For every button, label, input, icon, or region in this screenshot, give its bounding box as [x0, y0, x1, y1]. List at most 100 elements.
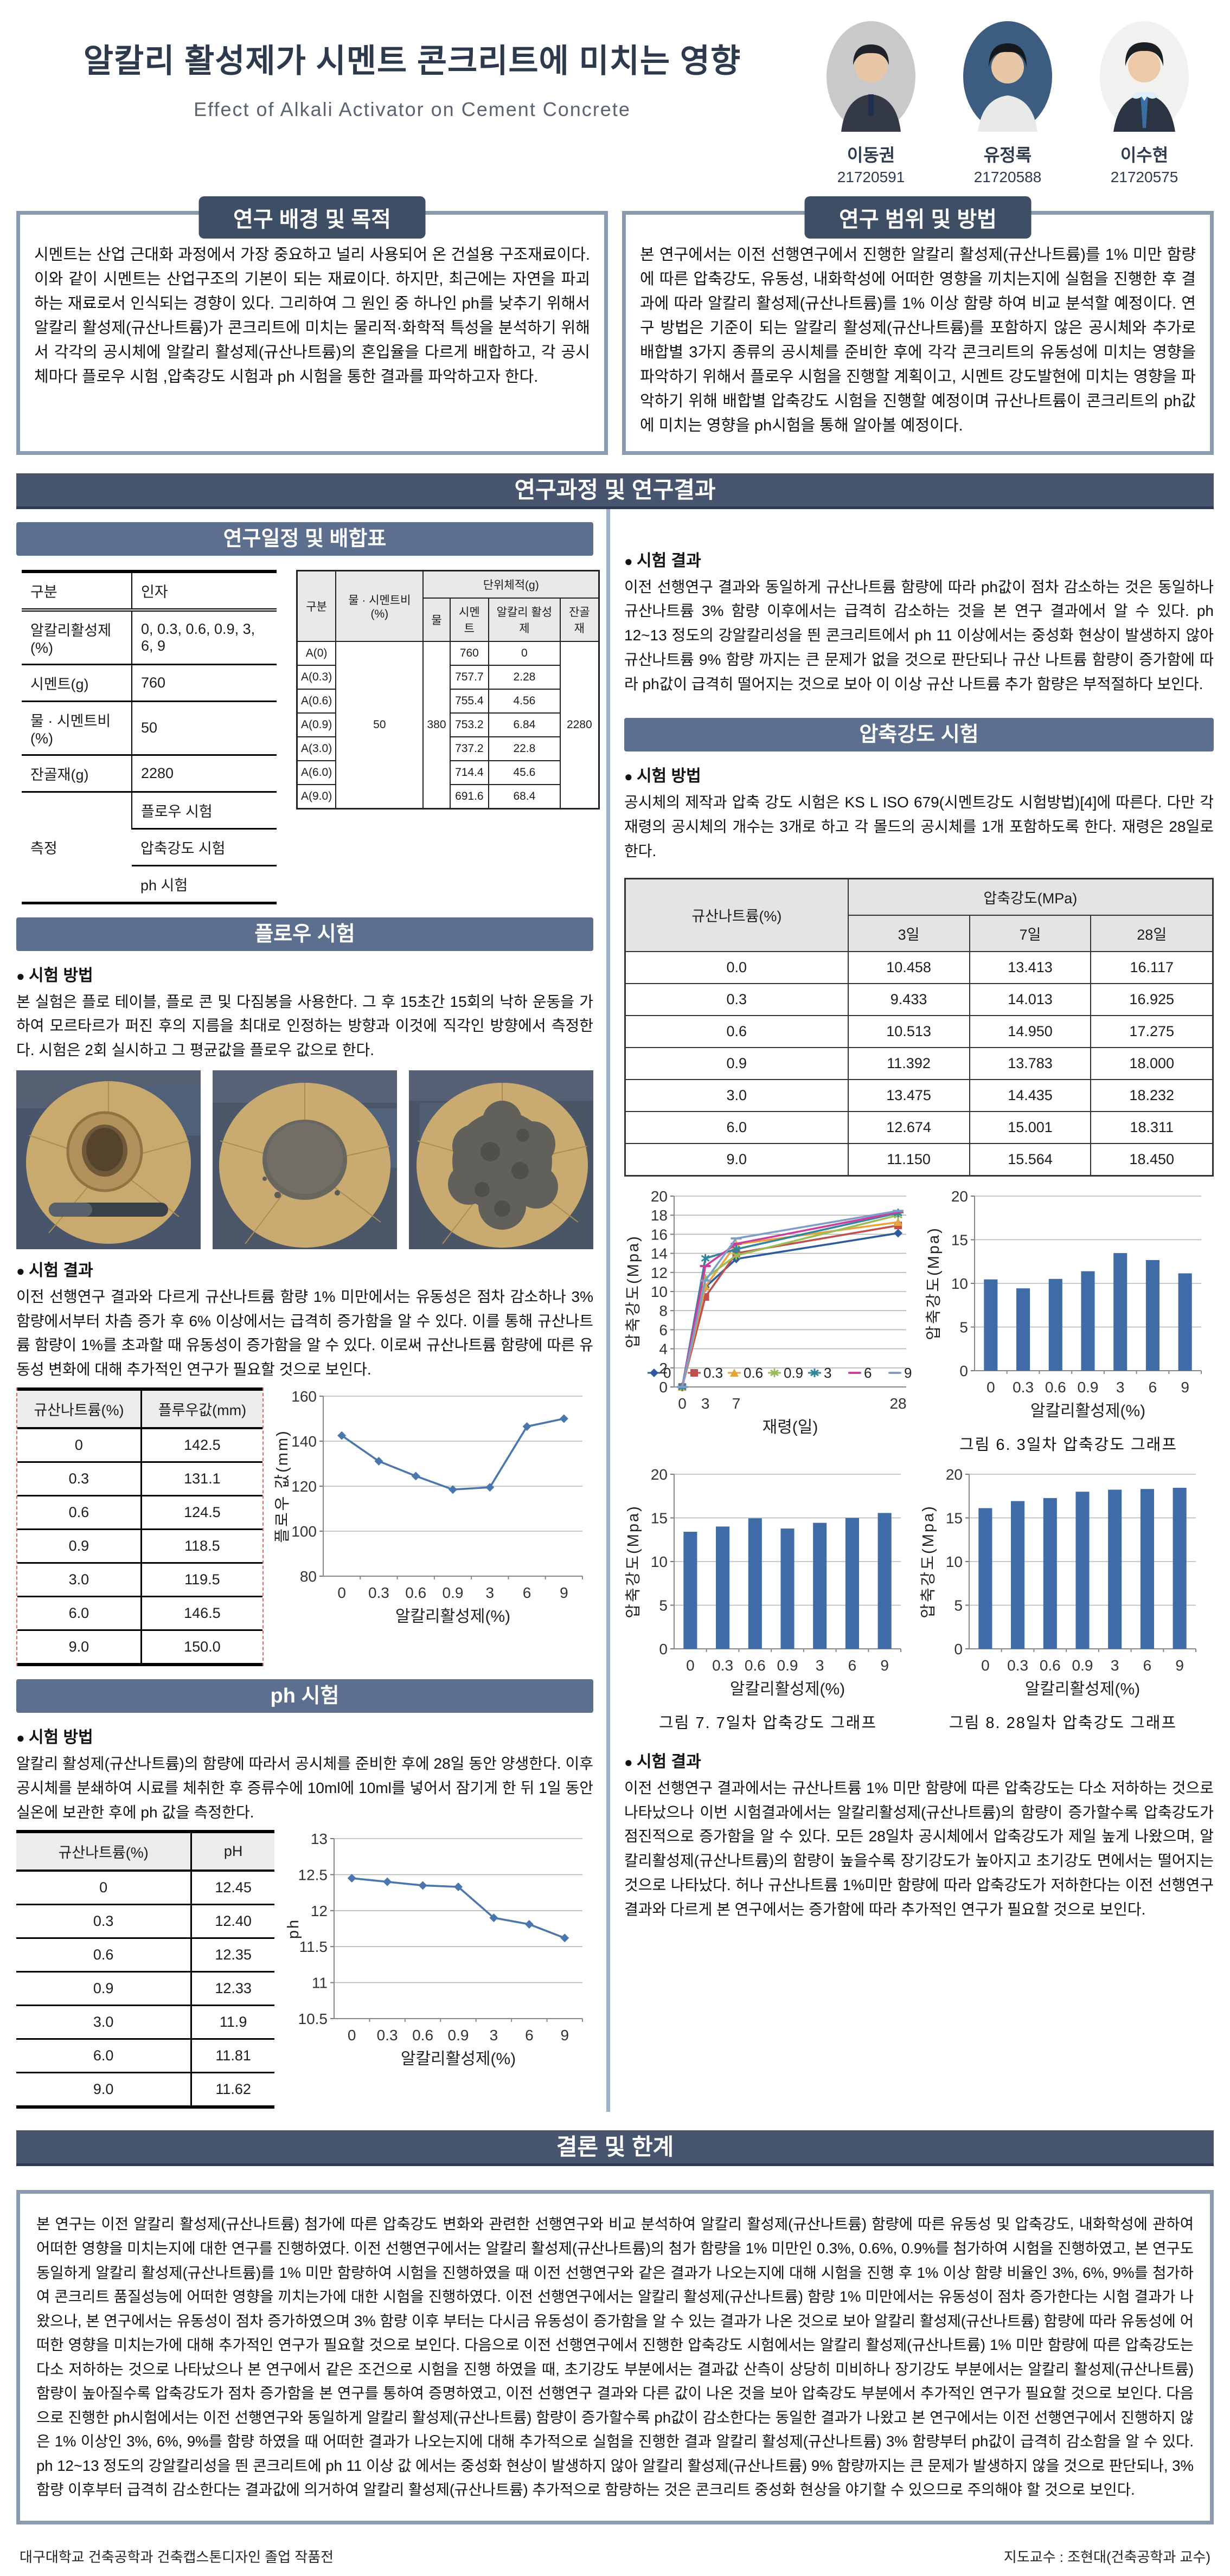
table-cell: 14.435: [969, 1078, 1092, 1112]
table-cell: 118.5: [140, 1529, 262, 1564]
table-cell: 3.0: [624, 1078, 849, 1112]
author-photo-1: [827, 21, 915, 132]
svg-text:0.9: 0.9: [448, 2027, 469, 2044]
svg-text:10: 10: [651, 1283, 668, 1300]
table-cell: 28일: [1090, 914, 1214, 952]
left-column: 연구일정 및 배합표 구분 인자 알칼리활성제(%) 0, 0.3, 0.6, 0.9…: [16, 509, 606, 2112]
svg-text:9: 9: [1175, 1657, 1184, 1674]
svg-text:ph: ph: [285, 1918, 302, 1939]
table-cell: 압축강도 시험: [131, 828, 277, 866]
ph-result-text: 이전 선행연구 결과와 동일하게 규산나트륨 함량에 따라 ph값이 점차 감소…: [624, 578, 1214, 692]
table-cell: 12.674: [847, 1110, 970, 1144]
svg-text:0.9: 0.9: [784, 1365, 803, 1381]
table-cell: 물 · 시멘트비(%): [22, 701, 132, 756]
table-cell: 15.001: [969, 1110, 1092, 1144]
compressive-result-text: 이전 선행연구 결과에서는 규산나트륨 1% 미만 함량에 따른 압축강도는 다…: [624, 1779, 1214, 1918]
poster-footer: 대구대학교 건축공학과 건축캡스톤디자인 졸업 작품전 지도교수 : 조현대(건…: [20, 2546, 1210, 2566]
factors-table: 구분 인자 알칼리활성제(%) 0, 0.3, 0.6, 0.9, 3, 6, 9 시멘…: [22, 569, 277, 904]
svg-text:압축강도(Mpa): 압축강도(Mpa): [625, 1235, 642, 1348]
table-cell: 691.6: [449, 783, 490, 809]
svg-text:20: 20: [946, 1466, 963, 1483]
svg-text:6: 6: [848, 1657, 857, 1674]
table-cell: 0.0: [624, 950, 849, 984]
table-cell: 9.433: [847, 982, 970, 1016]
table-cell: 714.4: [449, 760, 490, 785]
svg-text:120: 120: [291, 1478, 317, 1495]
table-cell: 753.2: [449, 712, 490, 737]
fig7-caption: 그림 7. 7일차 압축강도 그래프: [658, 1714, 877, 1732]
table-cell: A(9.0): [296, 783, 337, 809]
table-cell: 0.9: [16, 1971, 191, 2007]
svg-text:0: 0: [678, 1395, 687, 1412]
svg-text:0.9: 0.9: [443, 1584, 464, 1601]
svg-text:0.6: 0.6: [744, 1365, 763, 1381]
strength-charts: 0 2 4 6 8 10 12 14 16 18 20 0 3 7 28 0 0.3 0.6 0.9 3 6 9 압축강도(…: [624, 1187, 1214, 1740]
flow-photos: [16, 1070, 593, 1249]
flow-test-photo-3: [409, 1070, 593, 1249]
svg-text:재령(일): 재령(일): [763, 1418, 818, 1436]
svg-text:3: 3: [1116, 1379, 1125, 1396]
fig6-caption: 그림 6. 3일차 압축강도 그래프: [959, 1436, 1178, 1454]
table-cell: 737.2: [449, 736, 490, 761]
fig8-cell: 0 5 10 15 20 0 0.3 0.6 0.9 3 6 9 압축강도(Mpa) 알칼리활성제(%) …: [919, 1466, 1207, 1740]
flow-line-chart: 80 100 120 140 160 0 0.3 0.6 0.9 3 6 9 플로우 값(mm) 알칼리활…: [273, 1387, 593, 1634]
svg-text:0: 0: [981, 1657, 990, 1674]
fig7-cell: 0 5 10 15 20 0 0.3 0.6 0.9 3 6 9 압축강도(Mpa) 알칼리활성제(%) …: [624, 1466, 912, 1740]
table-cell: 18.000: [1090, 1046, 1214, 1080]
svg-text:10.5: 10.5: [298, 2010, 328, 2027]
table-cell: A(3.0): [296, 736, 337, 761]
bar-28day-chart: 0 5 10 15 20 0 0.3 0.6 0.9 3 6 9 압축강도(Mpa) 알칼리활성제(%): [919, 1466, 1207, 1707]
svg-text:140: 140: [291, 1433, 317, 1450]
svg-text:6: 6: [523, 1584, 531, 1601]
svg-text:8: 8: [659, 1302, 668, 1319]
table-cell: A(0.6): [296, 688, 337, 714]
table-cell: 4.56: [488, 688, 561, 714]
svg-text:2: 2: [659, 1360, 668, 1377]
svg-text:9: 9: [904, 1365, 912, 1381]
svg-text:13: 13: [311, 1830, 328, 1847]
table-cell: 0.3: [624, 982, 849, 1016]
table-cell: 측정: [22, 792, 132, 904]
section-scope: 연구 범위 및 방법 본 연구에서는 이전 선행연구에서 진행한 알칼리 활성제…: [622, 196, 1214, 455]
ph-chart-cell: 10.5 11 11.5 12 12.5 13 0 0.3 0.6 0.9 3 6 9 ph 알칼리활성제(…: [284, 1830, 593, 2077]
table-cell: 6.0: [16, 2039, 191, 2074]
author-photo-3: [1100, 21, 1189, 132]
table-cell: 0.6: [16, 1938, 191, 1973]
author-photo-2: [963, 21, 1052, 132]
page-title: 알칼리 활성제가 시멘트 콘크리트에 미치는 영향: [83, 43, 741, 79]
svg-text:15: 15: [946, 1509, 963, 1526]
flow-chart-cell: 80 100 120 140 160 0 0.3 0.6 0.9 3 6 9 플로우 값(mm) 알칼리활…: [273, 1387, 593, 1634]
table-cell: 68.4: [488, 783, 561, 809]
svg-text:압축강도(Mpa): 압축강도(Mpa): [925, 1226, 943, 1340]
table-cell: 0, 0.3, 0.6, 0.9, 3, 6, 9: [131, 609, 277, 665]
table-cell: 12.45: [190, 1871, 274, 1906]
table-cell: pH: [190, 1832, 274, 1872]
table-cell: 760: [449, 640, 490, 666]
svg-text:0.6: 0.6: [745, 1657, 766, 1674]
table-cell: 22.8: [488, 736, 561, 761]
ph-subbar: ph 시험: [16, 1679, 593, 1713]
author-id: 21720591: [837, 169, 905, 185]
svg-text:16: 16: [651, 1226, 668, 1243]
content-columns: 연구일정 및 배합표 구분 인자 알칼리활성제(%) 0, 0.3, 0.6, 0.9…: [16, 509, 1214, 2112]
table-cell: A(6.0): [296, 760, 337, 785]
svg-text:3: 3: [816, 1657, 824, 1674]
svg-text:10: 10: [946, 1553, 963, 1570]
flow-method-label: 시험 방법: [16, 962, 593, 986]
table-cell: 2280: [131, 755, 277, 793]
svg-text:9: 9: [880, 1657, 889, 1674]
compressive-subbar: 압축강도 시험: [624, 718, 1214, 752]
svg-text:0.3: 0.3: [1013, 1379, 1034, 1396]
fig8-caption: 그림 8. 28일차 압축강도 그래프: [949, 1714, 1177, 1732]
compressive-result-label: 시험 결과: [624, 1748, 1214, 1772]
ph-method-text: 알칼리 활성제(규산나트륨)의 함량에 따라서 공시체를 준비한 후에 28일 …: [16, 1755, 593, 1821]
svg-text:0: 0: [659, 1379, 668, 1396]
table-cell: 인자: [131, 571, 277, 612]
svg-text:7: 7: [732, 1395, 741, 1412]
conclusion-banner: 결론 및 한계: [16, 2130, 1214, 2167]
table-cell: 16.925: [1090, 982, 1214, 1016]
section-background: 연구 배경 및 목적 시멘트는 산업 근대화 과정에서 가장 중요하고 널리 사…: [16, 196, 608, 455]
table-cell: 146.5: [140, 1596, 262, 1631]
table-cell: 12.33: [190, 1971, 274, 2007]
